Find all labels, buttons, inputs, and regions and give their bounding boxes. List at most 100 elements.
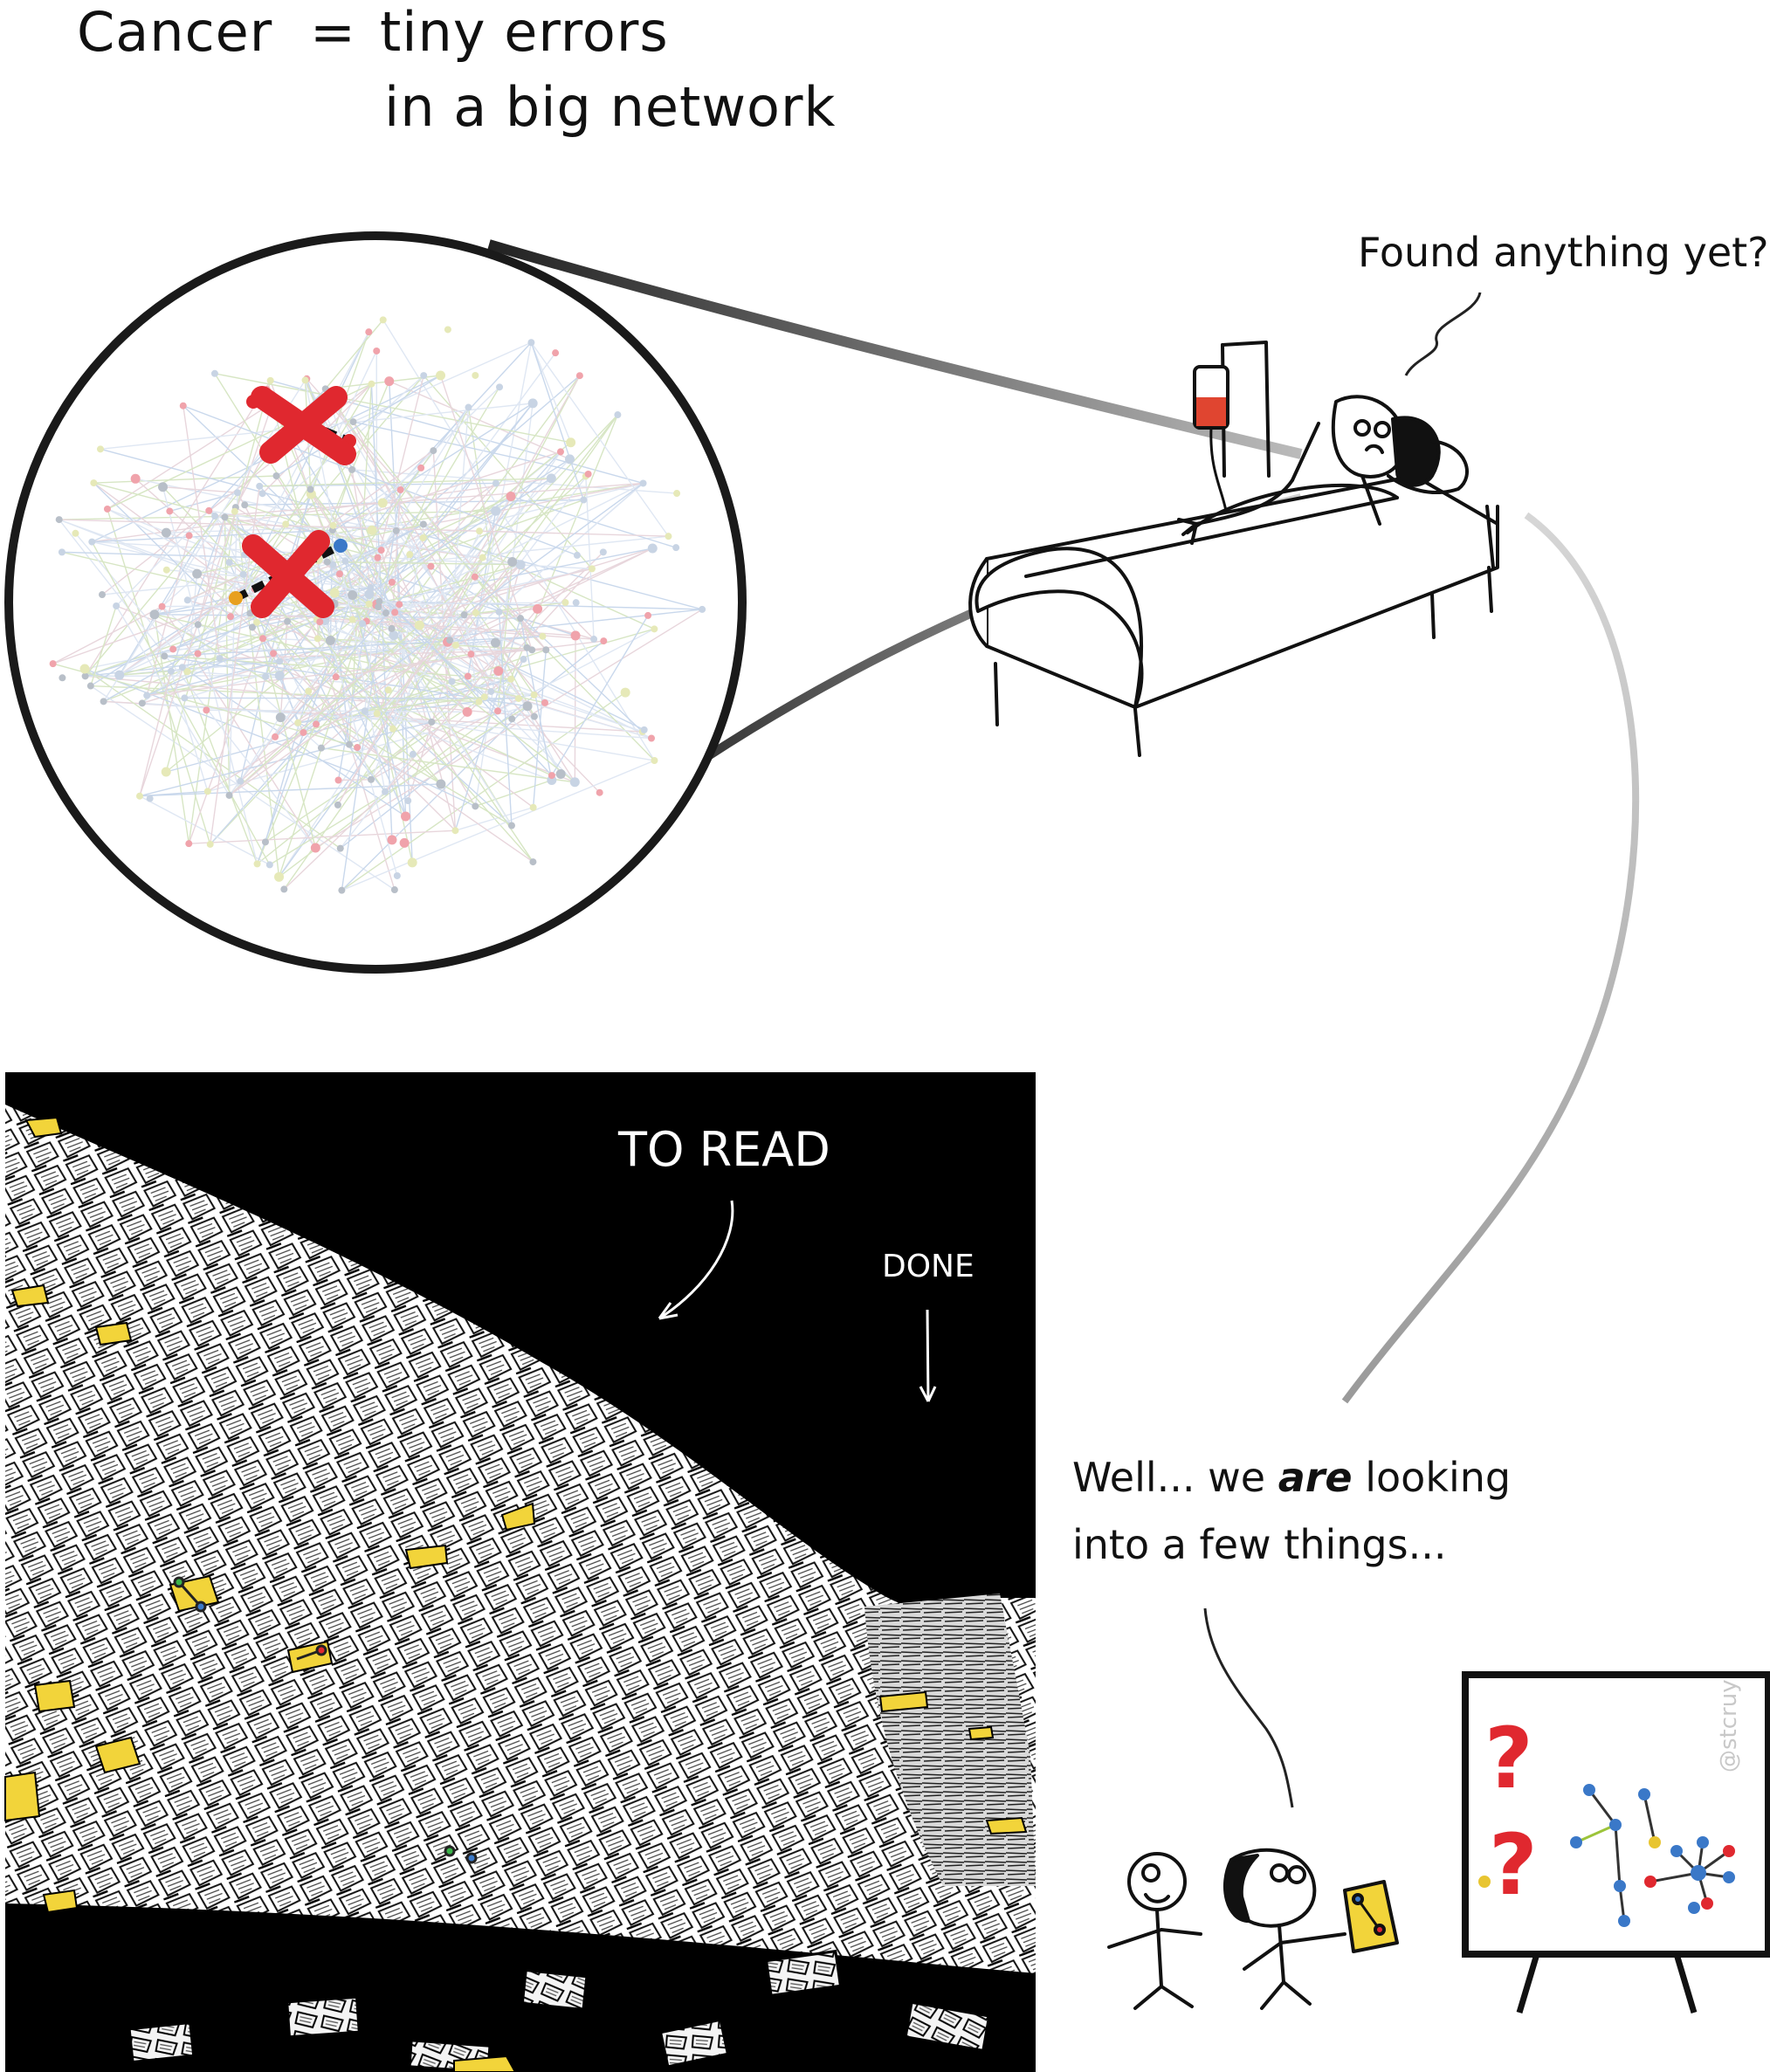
- network-node: [648, 734, 656, 742]
- network-edge: [341, 760, 655, 891]
- network-node: [514, 694, 522, 702]
- network-node: [575, 372, 583, 380]
- network-node: [640, 726, 648, 733]
- researcher-speech-tail: [1203, 1607, 1294, 1808]
- network-edge: [161, 606, 316, 849]
- network-node: [275, 712, 286, 723]
- network-node: [520, 656, 527, 664]
- network-node: [374, 554, 382, 561]
- network-node: [338, 886, 346, 894]
- network-node: [495, 608, 503, 616]
- network-edge: [352, 469, 678, 494]
- network-edge: [164, 636, 543, 657]
- network-node: [417, 464, 425, 472]
- network-node: [375, 597, 383, 605]
- network-node: [496, 383, 504, 391]
- network-node: [367, 583, 375, 591]
- network-node: [143, 692, 151, 699]
- network-node: [393, 871, 401, 879]
- network-edge: [276, 375, 441, 477]
- network-node: [507, 675, 515, 683]
- network-node: [367, 775, 375, 783]
- network-node: [451, 641, 459, 649]
- network-edge: [90, 605, 117, 686]
- network-edge: [497, 628, 655, 712]
- network-edge: [162, 486, 238, 493]
- network-node: [332, 673, 340, 681]
- network-edge: [439, 375, 533, 651]
- network-node: [382, 788, 389, 795]
- network-edge: [196, 573, 456, 831]
- network-edge: [244, 499, 584, 506]
- network-edge: [310, 489, 480, 703]
- network-node: [216, 655, 224, 663]
- network-node: [280, 885, 288, 893]
- network-node: [90, 479, 98, 487]
- network-node: [446, 637, 454, 644]
- network-edge: [228, 492, 238, 795]
- network-node: [194, 621, 202, 629]
- network-edge: [206, 709, 468, 713]
- network-node: [97, 445, 105, 453]
- network-node: [349, 418, 357, 426]
- title-line-2: in a big network: [384, 75, 837, 139]
- network-node: [86, 682, 94, 690]
- network-edge: [320, 747, 575, 783]
- network-edge: [59, 519, 669, 537]
- network-node: [329, 521, 337, 529]
- network-node: [348, 465, 356, 473]
- network-edge: [297, 722, 476, 807]
- network-node: [313, 635, 321, 643]
- network-node: [375, 603, 382, 611]
- network-node: [600, 637, 608, 645]
- network-edge: [385, 482, 644, 614]
- network-node: [348, 590, 358, 601]
- network-node: [329, 588, 340, 598]
- network-node: [527, 398, 538, 409]
- board-nodes: [1478, 1784, 1735, 1927]
- network-node: [72, 529, 79, 537]
- network-node: [365, 328, 373, 336]
- network-edge: [423, 523, 655, 630]
- network-edge: [162, 486, 258, 864]
- network-node: [465, 403, 472, 411]
- network-edge: [119, 623, 199, 676]
- network-node: [569, 777, 580, 788]
- network-node: [146, 795, 154, 802]
- network-node: [346, 740, 354, 748]
- network-edge: [530, 341, 572, 443]
- network-edge: [250, 612, 576, 637]
- network-edge: [52, 663, 350, 746]
- network-node: [491, 506, 501, 516]
- network-node: [367, 525, 377, 535]
- network-edge: [146, 618, 318, 697]
- network-graph: [49, 316, 706, 894]
- network-node: [436, 370, 446, 381]
- network-edge: [327, 561, 521, 566]
- network-node: [241, 501, 249, 509]
- network-node: [301, 376, 309, 384]
- network-node: [113, 602, 121, 609]
- network-node: [428, 718, 436, 726]
- network-edge: [182, 666, 258, 864]
- network-node: [529, 858, 537, 866]
- network-node: [472, 371, 479, 379]
- network-node: [306, 485, 314, 493]
- network-node: [239, 570, 247, 578]
- network-edge: [298, 694, 534, 724]
- network-node: [114, 670, 125, 680]
- network-node: [261, 838, 269, 846]
- network-edge: [384, 608, 539, 793]
- network-edge: [303, 482, 644, 733]
- network-node: [427, 562, 435, 570]
- network-edge: [353, 421, 589, 475]
- network-node: [256, 482, 264, 490]
- network-node: [384, 686, 392, 694]
- network-edge: [324, 620, 398, 877]
- network-node: [225, 559, 233, 567]
- network-edge: [85, 499, 584, 678]
- network-node: [81, 672, 89, 680]
- network-node: [274, 671, 285, 681]
- network-node: [158, 602, 166, 610]
